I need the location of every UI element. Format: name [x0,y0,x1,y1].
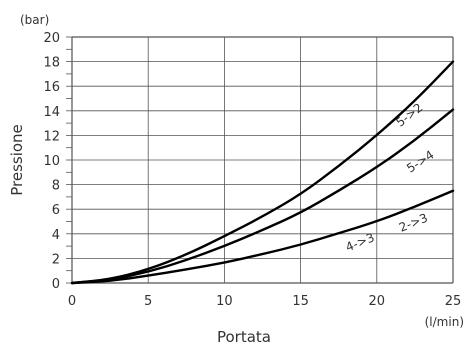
y-tick-label: 12 [43,129,60,144]
y-tick-label: 6 [52,203,60,218]
curve-5-to-2 [70,60,455,285]
grid [66,36,454,284]
x-tick-label: 0 [68,294,76,309]
x-tick-label: 20 [369,294,386,309]
y-unit-label: (bar) [20,13,49,27]
x-tick-label: 5 [144,294,152,309]
curve-5-to-4 [70,108,455,285]
y-tick-label: 8 [52,179,60,194]
y-tick-label: 10 [43,154,60,169]
curve-label: 5->4 [404,148,436,176]
x-tick-label: 15 [292,294,309,309]
curves [70,60,455,285]
y-tick-label: 4 [52,228,60,243]
y-tick-label: 0 [52,277,60,292]
tick-labels: 0 5 10 15 20 25 0 2 4 6 8 10 12 14 16 18 20 [43,31,461,309]
y-tick-label: 18 [43,56,60,71]
x-tick-label: 25 [445,294,462,309]
y-tick-label: 2 [52,252,60,267]
x-axis-title: Portata [217,328,271,344]
x-tick-label: 10 [216,294,233,309]
curve-label: 2->3 [397,211,430,235]
curve-4-to-3 [70,189,455,285]
y-tick-label: 16 [43,80,60,95]
y-tick-label: 20 [43,31,60,46]
y-axis-title: Pressione [8,124,26,196]
x-unit-label: (l/min) [425,315,464,329]
y-tick-label: 14 [43,105,60,120]
